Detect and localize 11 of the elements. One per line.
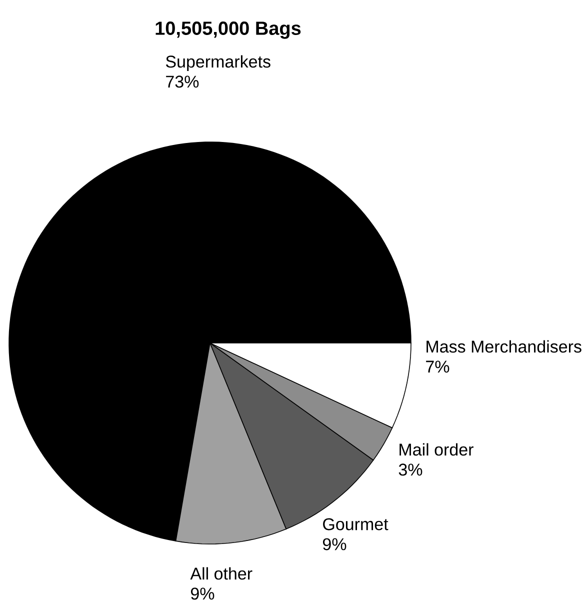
data-label: 9% [322, 538, 346, 550]
slice-label: Mass Merchandisers [426, 340, 582, 353]
slice-label: Supermarkets [166, 55, 270, 72]
slice-label: Gourmet [323, 518, 388, 530]
slice-label: Mail order [400, 443, 474, 456]
data-label: 9% [191, 588, 214, 600]
data-label: 7% [426, 360, 450, 373]
slice-label: All other [190, 567, 252, 580]
chart-title: 10,505,000 Bags [156, 22, 301, 39]
data-label: 3% [398, 464, 422, 476]
data-label: 73% [166, 76, 199, 88]
